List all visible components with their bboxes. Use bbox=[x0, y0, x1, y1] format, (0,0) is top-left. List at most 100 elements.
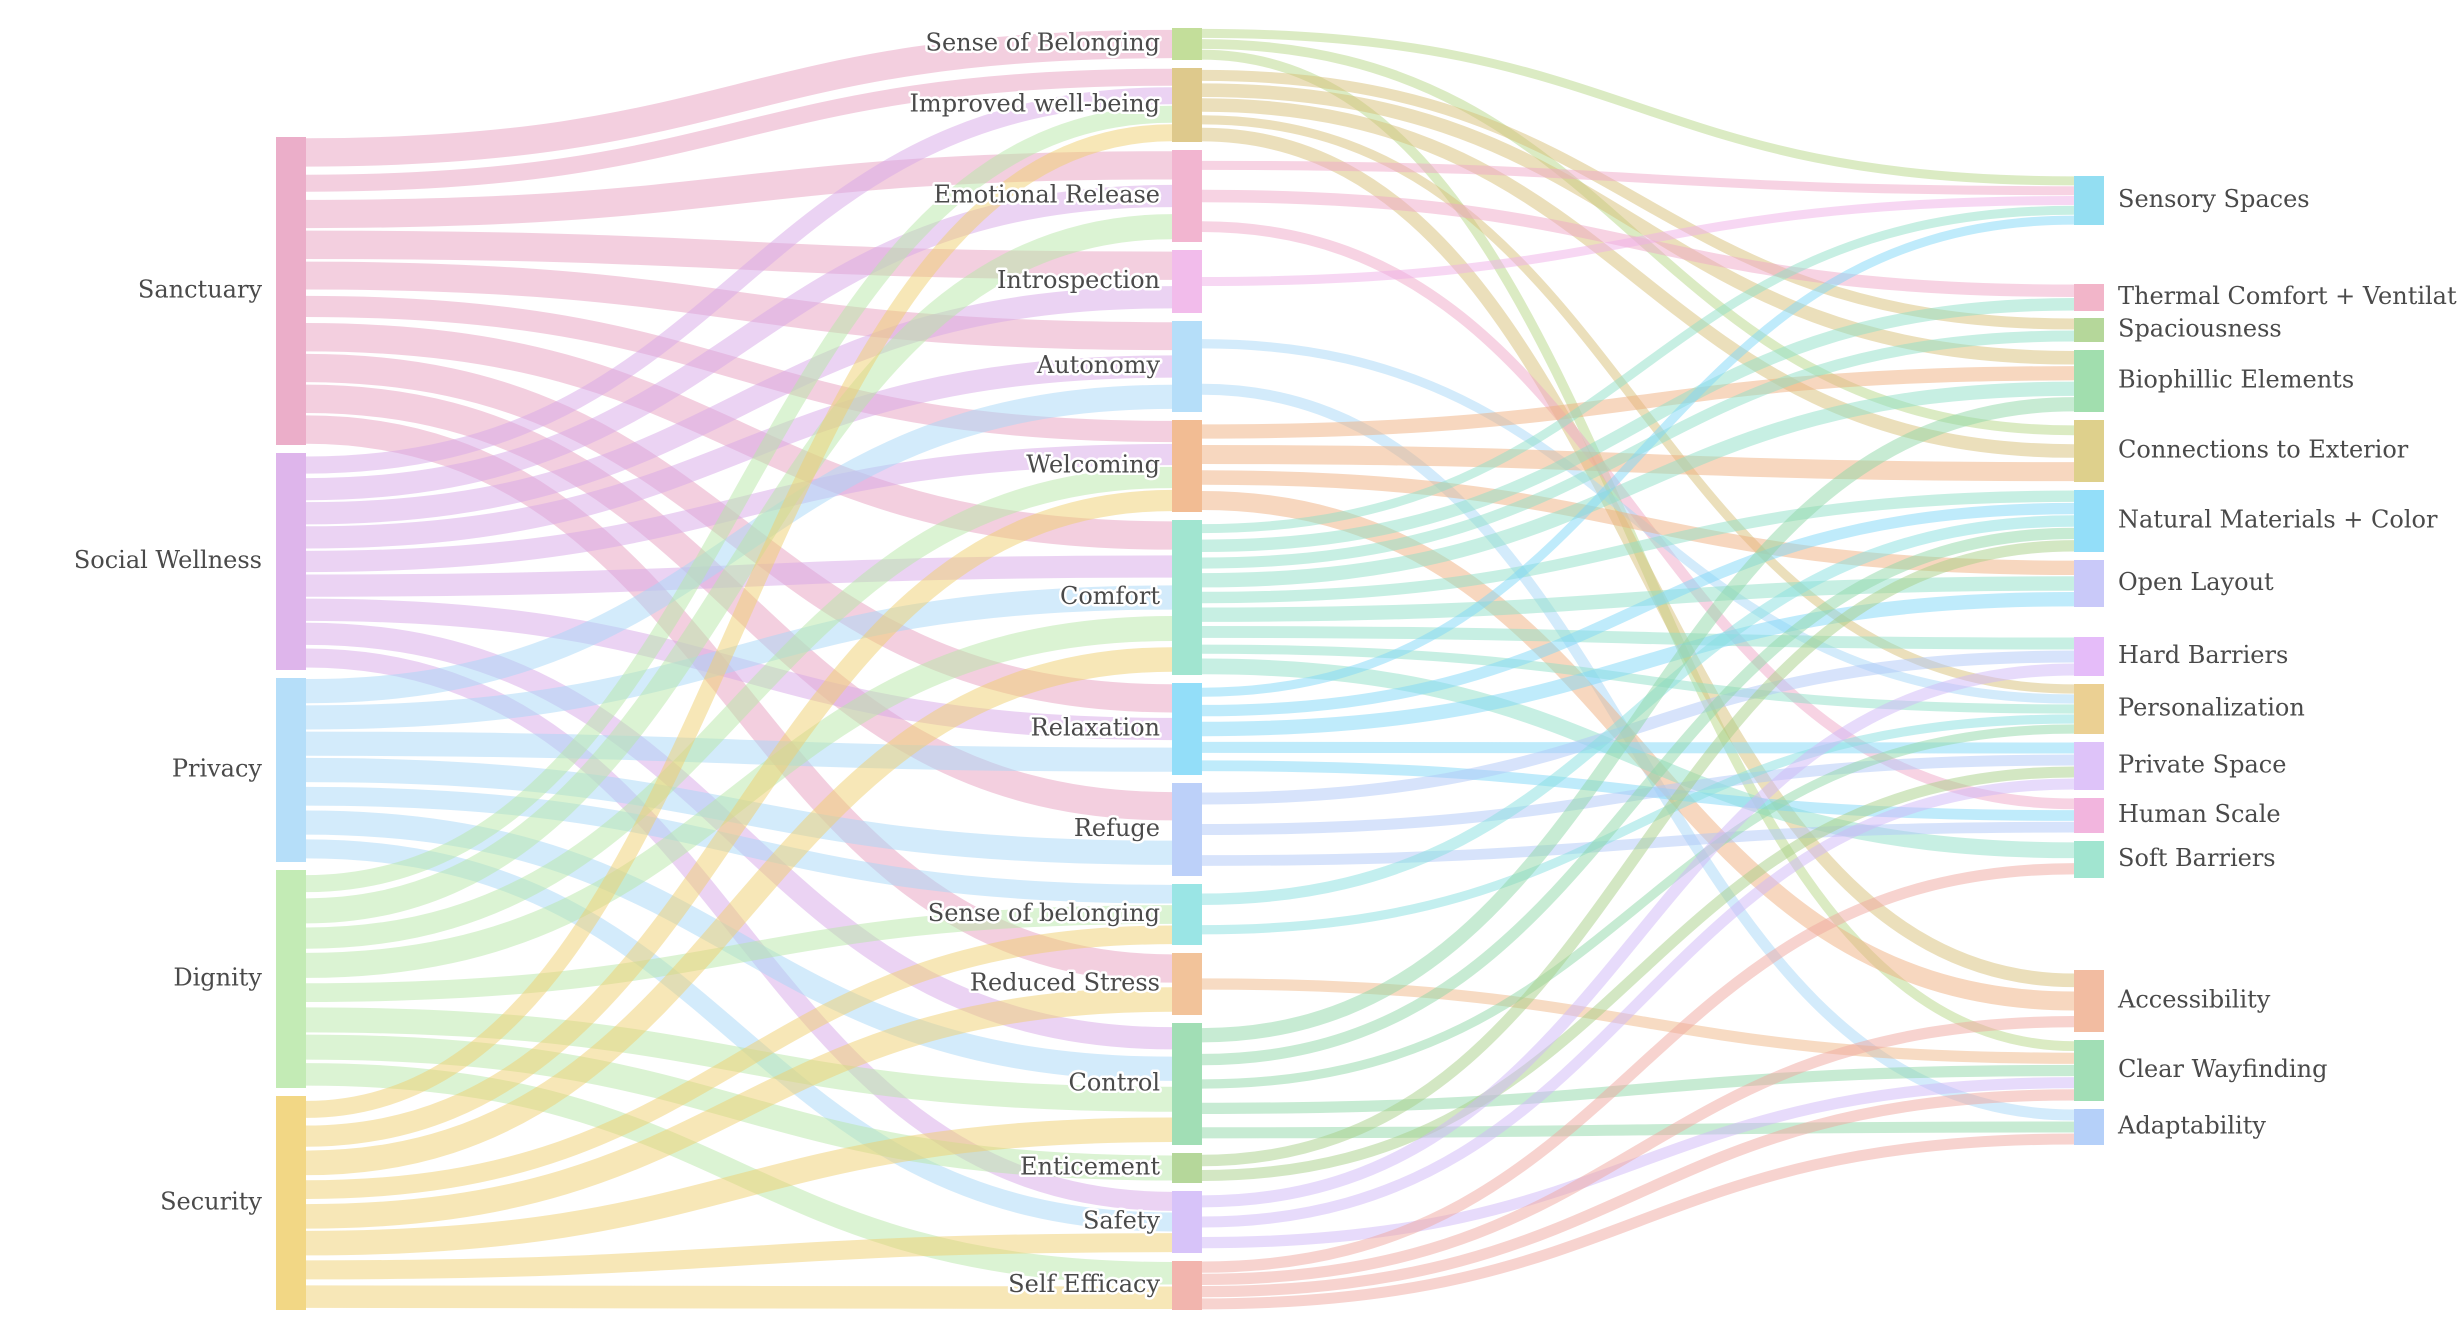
link-introspection-to-sensory bbox=[1201, 195, 2075, 287]
link-wellbeing-to-biophilic bbox=[1201, 83, 2075, 365]
label-private: Private Space bbox=[2118, 751, 2286, 779]
label-wayfinding: Clear Wayfinding bbox=[2118, 1055, 2327, 1083]
node-open[interactable] bbox=[2074, 560, 2104, 607]
link-social-to-introspection bbox=[305, 286, 1173, 525]
node-hard[interactable] bbox=[2074, 637, 2104, 676]
node-relaxation[interactable] bbox=[1172, 683, 1202, 775]
node-welcoming[interactable] bbox=[1172, 420, 1202, 512]
node-soft[interactable] bbox=[2074, 841, 2104, 878]
link-control-to-natural bbox=[1201, 527, 2075, 1066]
label-safety: Safety bbox=[1083, 1207, 1160, 1235]
node-exterior[interactable] bbox=[2074, 420, 2104, 482]
node-social[interactable] bbox=[276, 453, 306, 670]
label-personal: Personalization bbox=[2118, 694, 2305, 722]
link-enticement-to-natural bbox=[1201, 540, 2075, 1167]
link-control-to-adapt bbox=[1201, 1121, 2075, 1139]
node-belonging1[interactable] bbox=[1172, 28, 1202, 60]
link-safety-to-wayfinding bbox=[1201, 1077, 2075, 1249]
link-security-to-stress bbox=[305, 987, 1173, 1229]
link-comfort-to-thermal bbox=[1201, 298, 2075, 553]
label-belonging2: Sense of belonging bbox=[928, 899, 1160, 927]
label-belonging1: Sense of Belonging bbox=[926, 29, 1161, 57]
node-security[interactable] bbox=[276, 1096, 306, 1310]
link-emotional-to-sensory bbox=[1201, 160, 2075, 196]
link-security-to-wellbeing bbox=[305, 124, 1173, 1118]
label-sanctuary: Sanctuary bbox=[138, 276, 263, 304]
node-safety[interactable] bbox=[1172, 1191, 1202, 1253]
link-efficacy-to-access bbox=[1201, 1016, 2075, 1286]
node-belonging2[interactable] bbox=[1172, 884, 1202, 945]
link-dignity-to-wellbeing bbox=[305, 105, 1173, 893]
link-dignity-to-comfort bbox=[305, 615, 1173, 978]
label-efficacy: Self Efficacy bbox=[1008, 1270, 1160, 1298]
link-relaxation-to-open bbox=[1201, 591, 2075, 737]
node-natural[interactable] bbox=[2074, 490, 2104, 552]
link-safety-to-private bbox=[1201, 778, 2075, 1228]
node-enticement[interactable] bbox=[1172, 1153, 1202, 1183]
node-thermal[interactable] bbox=[2074, 284, 2104, 311]
label-emotional: Emotional Release bbox=[933, 181, 1160, 209]
link-dignity-to-belonging2 bbox=[305, 905, 1173, 1002]
node-personal[interactable] bbox=[2074, 684, 2104, 734]
link-control-to-wayfinding bbox=[1201, 1064, 2075, 1115]
link-sanctuary-to-wellbeing bbox=[305, 68, 1173, 192]
node-dignity[interactable] bbox=[276, 870, 306, 1088]
node-efficacy[interactable] bbox=[1172, 1261, 1202, 1310]
link-comfort-to-hard bbox=[1201, 625, 2075, 650]
sankey-nodes bbox=[276, 28, 2104, 1310]
link-efficacy-to-wayfinding bbox=[1201, 1089, 2075, 1298]
label-autonomy: Autonomy bbox=[1036, 351, 1161, 379]
link-control-to-personal bbox=[1201, 724, 2075, 1089]
node-biophilic[interactable] bbox=[2074, 350, 2104, 412]
sankey-links bbox=[305, 28, 2075, 1310]
link-comfort-to-sensory bbox=[1201, 205, 2075, 534]
node-sanctuary[interactable] bbox=[276, 137, 306, 445]
node-control[interactable] bbox=[1172, 1023, 1202, 1145]
node-wellbeing[interactable] bbox=[1172, 68, 1202, 142]
node-spacious[interactable] bbox=[2074, 318, 2104, 342]
link-dignity-to-welcoming bbox=[305, 466, 1173, 949]
link-comfort-to-biophilic bbox=[1201, 381, 2075, 588]
label-privacy: Privacy bbox=[172, 755, 263, 783]
link-stress-to-wayfinding bbox=[1201, 978, 2075, 1064]
node-access[interactable] bbox=[2074, 970, 2104, 1032]
label-comfort: Comfort bbox=[1060, 582, 1160, 610]
link-security-to-welcoming bbox=[305, 489, 1173, 1147]
label-introspection: Introspection bbox=[997, 266, 1160, 294]
label-security: Security bbox=[160, 1188, 262, 1216]
label-access: Accessibility bbox=[2117, 986, 2271, 1014]
sankey-labels: Sanctuary Social Wellness Privacy Dignity Se… bbox=[74, 26, 2457, 1301]
link-belonging2-to-personal bbox=[1201, 714, 2075, 935]
label-relaxation: Relaxation bbox=[1031, 714, 1160, 742]
label-control: Control bbox=[1068, 1069, 1160, 1097]
link-safety-to-hard bbox=[1201, 663, 2075, 1208]
link-comfort-to-soft bbox=[1201, 658, 2075, 859]
link-relaxation-to-private bbox=[1201, 741, 2075, 754]
node-comfort[interactable] bbox=[1172, 520, 1202, 675]
node-private[interactable] bbox=[2074, 742, 2104, 790]
link-efficacy-to-soft bbox=[1201, 863, 2075, 1273]
label-refuge: Refuge bbox=[1074, 814, 1160, 842]
label-social: Social Wellness bbox=[74, 546, 262, 574]
node-privacy[interactable] bbox=[276, 678, 306, 862]
node-emotional[interactable] bbox=[1172, 150, 1202, 242]
node-sensory[interactable] bbox=[2074, 176, 2104, 225]
node-autonomy[interactable] bbox=[1172, 321, 1202, 412]
link-social-to-autonomy bbox=[305, 355, 1173, 549]
link-efficacy-to-adapt bbox=[1201, 1133, 2075, 1310]
link-security-to-comfort bbox=[305, 647, 1173, 1176]
node-wayfinding[interactable] bbox=[2074, 1040, 2104, 1101]
node-stress[interactable] bbox=[1172, 953, 1202, 1015]
node-human[interactable] bbox=[2074, 798, 2104, 833]
link-welcoming-to-exterior bbox=[1201, 444, 2075, 482]
link-privacy-to-relaxation bbox=[305, 731, 1173, 772]
node-refuge[interactable] bbox=[1172, 783, 1202, 876]
link-privacy-to-belonging2 bbox=[305, 786, 1173, 904]
link-relaxation-to-sensory bbox=[1201, 215, 2075, 697]
label-soft: Soft Barriers bbox=[2118, 844, 2276, 872]
node-introspection[interactable] bbox=[1172, 250, 1202, 313]
link-security-to-belonging2 bbox=[305, 925, 1173, 1199]
node-adapt[interactable] bbox=[2074, 1109, 2104, 1145]
link-sanctuary-to-emotional bbox=[305, 151, 1173, 229]
